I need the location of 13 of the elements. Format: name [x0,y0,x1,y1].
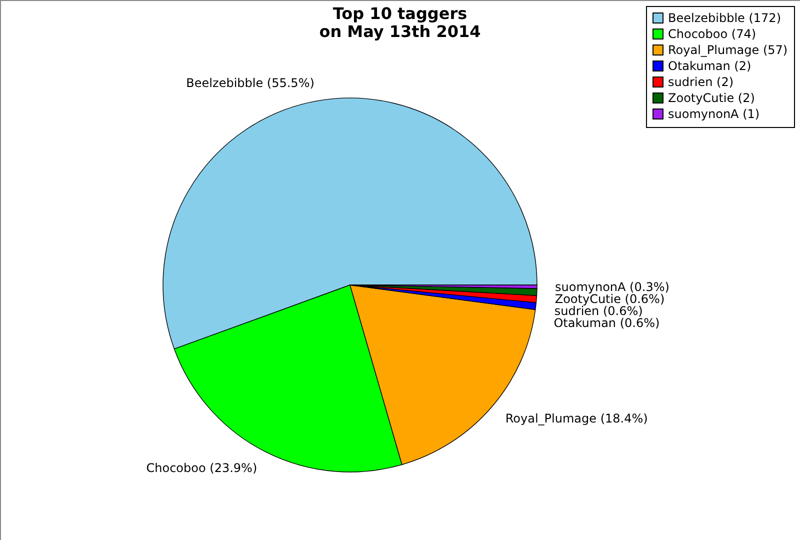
legend-label: Beelzebibble (172) [668,11,781,25]
data-label: Chocoboo (23.9%) [146,460,258,475]
legend-label: Chocoboo (74) [668,27,756,41]
legend-label: suomynonA (1) [668,107,760,121]
data-label: Beelzebibble (55.5%) [186,76,314,90]
legend-label: Otakuman (2) [668,59,752,73]
legend-label: Royal_Plumage (57) [668,43,788,57]
data-label: Royal_Plumage (18.4%) [505,412,648,426]
legend-label: ZootyCutie (2) [668,91,755,105]
data-label: Otakuman (0.6%) [554,316,660,330]
data-label: suomynonA (0.3%) [554,280,670,294]
text: Top 10 taggers on May 13th 2014 [319,4,481,41]
legend-label: sudrien (2) [668,75,734,89]
